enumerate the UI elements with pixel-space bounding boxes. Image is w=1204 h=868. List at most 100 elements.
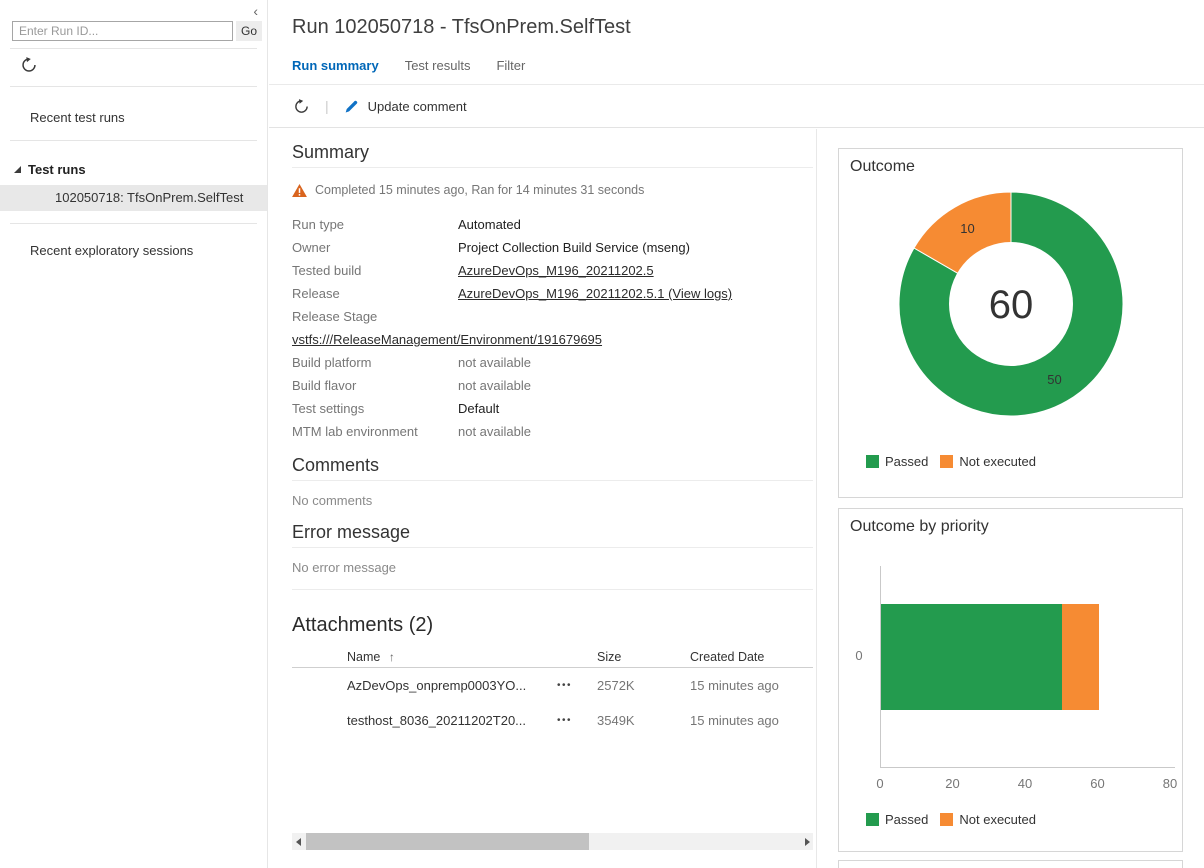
update-comment-button[interactable]: Update comment [344,99,467,114]
scroll-left-arrow[interactable] [292,833,304,850]
summary-row: Release AzureDevOps_M196_20211202.5.1 (V… [292,282,813,305]
warning-icon [292,183,307,197]
outcome-legend: Passed Not executed [866,454,1036,469]
scroll-right-arrow[interactable] [801,833,813,850]
legend-item-not-executed: Not executed [940,812,1036,827]
attachment-created-date: 15 minutes ago [690,713,779,728]
summary-row: vstfs:///ReleaseManagement/Environment/1… [292,328,813,351]
charts-pane: Outcome 50 10 60 Passed Not executed [818,129,1204,868]
next-chart-card-partial [838,860,1183,868]
summary-value: Automated [458,217,521,232]
summary-label: Run type [292,217,345,232]
attachment-name[interactable]: AzDevOps_onpremp0003YO... [347,678,527,693]
summary-label: Tested build [292,263,362,278]
sort-ascending-icon: ↑ [388,649,395,664]
go-button[interactable]: Go [236,21,262,41]
summary-row: Owner Project Collection Build Service (… [292,236,813,259]
attachments-table-header: Name ↑ Size Created Date [292,646,813,668]
release-stage-link[interactable]: vstfs:///ReleaseManagement/Environment/1… [292,332,603,347]
attachment-row[interactable]: AzDevOps_onpremp0003YO... ••• 2572K 15 m… [292,668,813,703]
run-id-input[interactable] [12,21,233,41]
tab-filter[interactable]: Filter [496,58,526,73]
attachment-name[interactable]: testhost_8036_20211202T20... [347,713,527,728]
x-tick-label: 60 [1090,776,1105,791]
tested-build-link[interactable]: AzureDevOps_M196_20211202.5 [458,263,654,278]
category-label: 0 [855,648,863,663]
collapse-sidebar-icon[interactable]: ‹ [253,3,258,19]
toolbar-separator: | [325,98,329,114]
legend-label-passed: Passed [885,454,929,469]
summary-row: Build flavor not available [292,374,813,397]
summary-row: Build platform not available [292,351,813,374]
legend-label-passed: Passed [885,812,929,827]
attachments-table: Name ↑ Size Created Date AzDevOps_onprem… [292,646,813,738]
slice-value-label: 10 [960,221,974,236]
divider [10,223,257,224]
scrollbar-thumb[interactable] [306,833,590,850]
no-error-message-text: No error message [292,560,813,590]
legend-item-passed: Passed [866,454,928,469]
legend-label-not-executed: Not executed [959,454,1036,469]
scrollbar-track[interactable] [304,833,801,850]
name-column-label: Name [347,649,381,664]
run-details-pane: Summary Completed 15 minutes ago, Ran fo… [269,129,817,868]
priority-chart-title: Outcome by priority [850,518,989,535]
bar-segment-not-executed [1062,604,1099,710]
main-area: Run 102050718 - TfsOnPrem.SelfTest Run s… [269,0,1204,868]
column-header-size[interactable]: Size [597,649,622,664]
summary-row: Release Stage [292,305,813,328]
update-comment-label: Update comment [367,98,467,114]
more-options-button[interactable]: ••• [557,680,573,691]
donut-hole [949,242,1073,366]
x-tick-label: 40 [1017,776,1033,791]
attachment-size: 2572K [597,678,635,693]
summary-row: MTM lab environment not available [292,420,813,443]
attachment-created-date: 15 minutes ago [690,678,779,693]
legend-item-passed: Passed [866,812,928,827]
test-runs-tree-header[interactable]: Test runs [14,162,86,177]
run-status-text: Completed 15 minutes ago, Ran for 14 min… [315,183,645,197]
run-status-row: Completed 15 minutes ago, Ran for 14 min… [292,183,813,197]
attachment-row[interactable]: testhost_8036_20211202T20... ••• 3549K 1… [292,703,813,738]
not-executed-swatch [940,455,954,468]
divider [10,48,257,49]
horizontal-scrollbar[interactable] [292,833,813,850]
sidebar-item-recent-exploratory-sessions[interactable]: Recent exploratory sessions [30,243,194,258]
summary-label: Test settings [292,401,365,416]
release-link[interactable]: AzureDevOps_M196_20211202.5.1 (View logs… [458,286,733,301]
sidebar-item-selected-run[interactable]: 102050718: TfsOnPrem.SelfTest [0,185,267,211]
summary-value: Default [458,401,500,416]
summary-value: not available [458,424,531,439]
divider [10,86,257,87]
x-tick-label: 0 [876,776,884,791]
summary-value: Project Collection Build Service (mseng) [458,240,690,255]
tab-bar: Run summary Test results Filter [292,58,525,73]
outcome-by-priority-card: Outcome by priority 0 0 20 40 60 80 Passed No… [838,508,1183,852]
summary-value: not available [458,378,531,393]
column-header-created-date[interactable]: Created Date [690,649,765,664]
more-options-button[interactable]: ••• [557,715,573,726]
summary-label: MTM lab environment [292,424,418,439]
legend-item-not-executed: Not executed [940,454,1036,469]
content-region: Summary Completed 15 minutes ago, Ran fo… [269,129,1204,868]
attachments-heading: Attachments (2) [292,614,434,636]
summary-label: Owner [292,240,331,255]
sidebar: ‹ Go Recent test runs Test runs 10205071… [0,0,268,868]
tab-run-summary[interactable]: Run summary [292,58,379,73]
column-header-name[interactable]: Name ↑ [347,650,557,664]
bar-segment-passed [881,604,1063,710]
y-axis-line [880,566,881,767]
refresh-runs-icon[interactable] [20,56,38,74]
priority-legend: Passed Not executed [866,812,1036,827]
summary-label: Release [292,286,340,301]
tab-test-results[interactable]: Test results [404,58,471,73]
summary-row: Tested build AzureDevOps_M196_20211202.5 [292,259,813,282]
tree-expander-icon [14,166,21,173]
sidebar-item-recent-test-runs[interactable]: Recent test runs [30,110,125,125]
page-title: Run 102050718 - TfsOnPrem.SelfTest [292,16,631,38]
x-tick-label: 20 [945,776,960,791]
comments-heading: Comments [292,455,813,481]
refresh-icon[interactable] [293,98,310,115]
outcome-donut-chart: 50 10 60 [898,191,1124,417]
